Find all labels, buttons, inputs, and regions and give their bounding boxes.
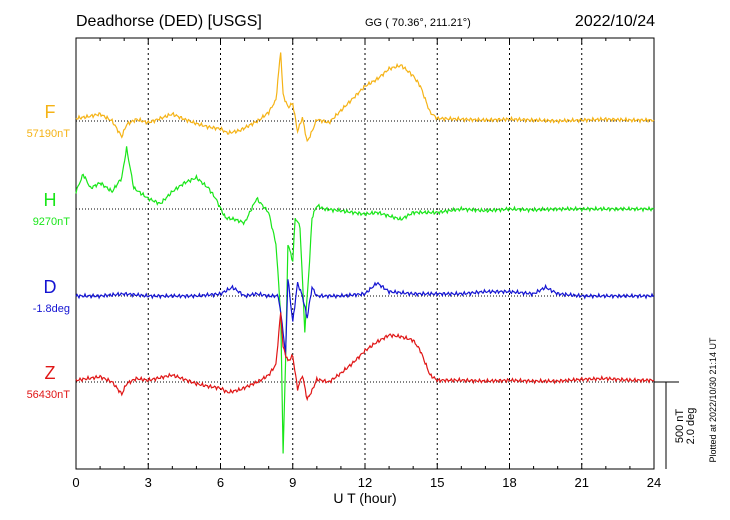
series-baseline-value-D: -1.8deg xyxy=(33,303,70,315)
series-name-H: H xyxy=(44,190,57,210)
x-tick-label-12: 12 xyxy=(358,475,372,490)
series-baseline-value-H: 9270nT xyxy=(33,216,71,228)
x-tick-label-21: 21 xyxy=(575,475,589,490)
scale-bar-deg-label: 2.0 deg xyxy=(685,408,697,445)
date-label: 2022/10/24 xyxy=(575,13,655,30)
series-line-Z xyxy=(75,312,655,402)
station-title: Deadhorse (DED) [USGS] xyxy=(76,13,262,30)
x-tick-label-24: 24 xyxy=(647,475,661,490)
x-tick-label-15: 15 xyxy=(430,475,444,490)
x-tick-label-18: 18 xyxy=(502,475,516,490)
series-baseline-value-Z: 56430nT xyxy=(27,389,71,401)
x-axis-title: U T (hour) xyxy=(333,490,396,506)
geographic-coordinates: GG ( 70.36°, 211.21°) xyxy=(365,17,471,29)
baselines xyxy=(76,120,654,383)
x-tick-label-9: 9 xyxy=(289,475,296,490)
x-tick-label-6: 6 xyxy=(217,475,224,490)
series-line-D xyxy=(75,279,655,356)
x-tick-label-3: 3 xyxy=(145,475,152,490)
x-tick-label-0: 0 xyxy=(72,475,79,490)
plotted-timestamp: Plotted at 2022/10/30 21:14 UT xyxy=(708,337,718,463)
series-name-D: D xyxy=(44,277,57,297)
series-line-F xyxy=(75,52,655,143)
series-baseline-value-F: 57190nT xyxy=(27,128,71,140)
grid-lines xyxy=(147,38,583,469)
series-name-F: F xyxy=(45,102,56,122)
series-line-H xyxy=(75,146,655,454)
series-group xyxy=(75,52,655,454)
x-axis: 0 3 6 9 12 15 18 21 24 xyxy=(72,38,661,490)
scale-bar: 500 nT 2.0 deg xyxy=(654,381,697,469)
series-labels: F 57190nT H 9270nT D -1.8deg Z 56430nT xyxy=(27,102,71,401)
series-name-Z: Z xyxy=(45,363,56,383)
scale-bar-nt-label: 500 nT xyxy=(674,409,686,444)
